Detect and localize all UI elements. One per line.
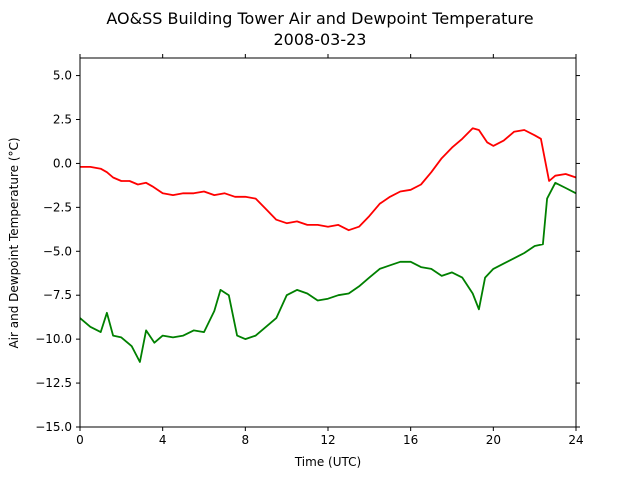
- series-line-1: [79, 181, 577, 363]
- y-tick-label: 5.0: [53, 69, 72, 83]
- y-tick-label: −12.5: [35, 376, 72, 390]
- x-tick-label: 12: [320, 433, 335, 447]
- y-tick-label: 0.0: [53, 156, 72, 170]
- y-tick-label: −2.5: [43, 200, 72, 214]
- y-axis-label: Air and Dewpoint Temperature (°C): [7, 137, 21, 348]
- y-tick-label: −10.0: [35, 332, 72, 346]
- x-tick-label: 4: [159, 433, 167, 447]
- series-group: [79, 127, 577, 363]
- y-tick-label: −5.0: [43, 244, 72, 258]
- y-tick-label: −7.5: [43, 288, 72, 302]
- x-tick-label: 0: [76, 433, 84, 447]
- y-tick-label: 2.5: [53, 113, 72, 127]
- series-line-0: [80, 127, 577, 232]
- ticks-group: 0 4 8 12 16 20 24 5.0 2.5 0.0 −2.5 −5.0 −7.5 −10.0 −12…: [35, 54, 584, 447]
- x-tick-label: 16: [403, 433, 418, 447]
- plot-frame: [79, 57, 577, 428]
- chart-title: AO&SS Building Tower Air and Dewpoint Te…: [106, 9, 533, 28]
- x-tick-label: 20: [486, 433, 501, 447]
- chart-subtitle: 2008-03-23: [274, 30, 367, 49]
- y-tick-label: −15.0: [35, 420, 72, 434]
- x-axis-label: Time (UTC): [294, 455, 361, 469]
- x-tick-label: 8: [242, 433, 250, 447]
- x-tick-label: 24: [568, 433, 583, 447]
